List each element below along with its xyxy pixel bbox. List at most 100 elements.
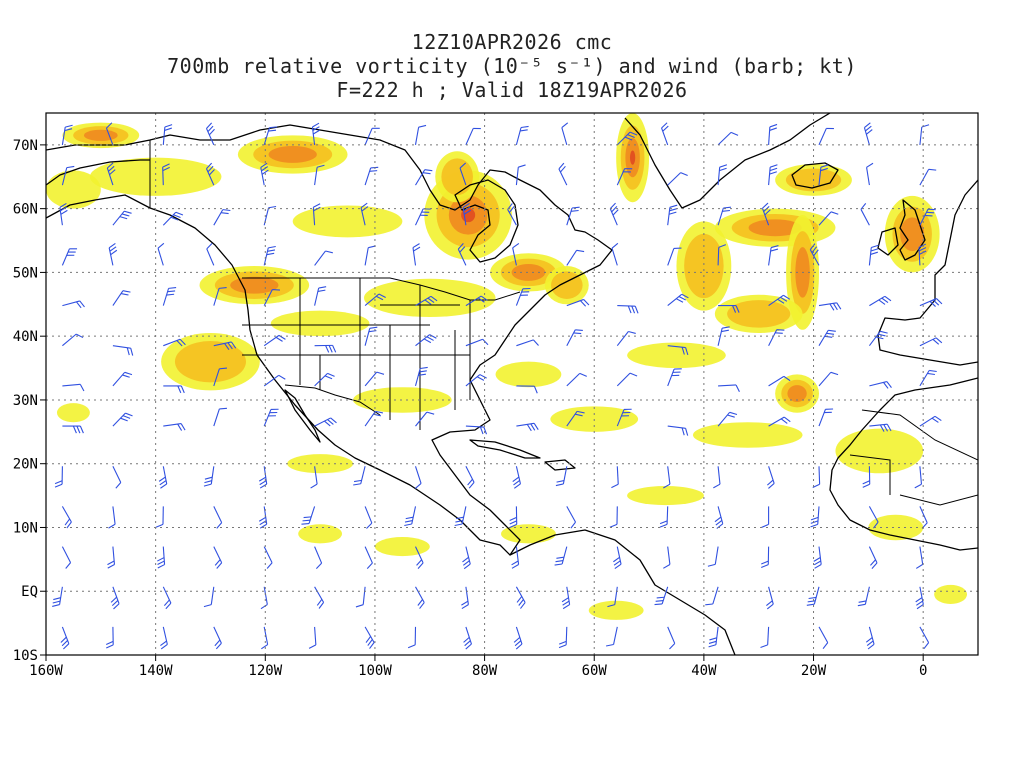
- africa-borders: [849, 409, 978, 506]
- wind-barb: [364, 506, 373, 529]
- wind-barb: [54, 466, 63, 488]
- wind-barb: [263, 289, 281, 306]
- wind-barb: [768, 164, 778, 186]
- wind-barb: [213, 209, 231, 226]
- wind-barb: [868, 244, 879, 266]
- lat-tick-label: 10S: [13, 648, 38, 664]
- wind-barb: [515, 287, 531, 306]
- lon-tick-label: 160W: [29, 663, 63, 679]
- coastlines: [46, 113, 978, 655]
- wind-barb: [263, 374, 286, 387]
- wind-barb: [515, 125, 529, 146]
- wind-barb: [760, 626, 770, 649]
- wind-barb: [708, 626, 719, 648]
- wind-barb: [667, 293, 689, 307]
- greenland-coast: [624, 113, 831, 209]
- wind-barb: [260, 586, 268, 610]
- wind-barb: [465, 295, 488, 307]
- vorticity-blob: [89, 157, 222, 196]
- wind-barb: [516, 339, 539, 347]
- wind-barb: [863, 122, 873, 146]
- wind-barb: [512, 242, 520, 266]
- wind-barb: [818, 371, 839, 387]
- wind-barb: [869, 381, 892, 389]
- wind-barb: [414, 466, 422, 489]
- wind-barb: [213, 546, 223, 569]
- title-line-2: 700mb relative vorticity (10⁻⁵ s⁻¹) and …: [167, 54, 857, 78]
- wind-barb: [865, 626, 875, 650]
- wind-barb: [516, 422, 539, 432]
- wind-barb: [616, 408, 632, 427]
- wind-barb: [203, 466, 215, 487]
- vorticity-blob: [627, 486, 704, 506]
- wind-barb: [107, 546, 116, 569]
- ireland-coast: [877, 227, 899, 256]
- wind-barb: [818, 127, 834, 146]
- wind-barb: [862, 466, 871, 488]
- wind-barb: [61, 546, 72, 569]
- wind-barb: [163, 385, 185, 394]
- wind-barb: [364, 127, 380, 146]
- wind-barb: [213, 287, 227, 306]
- wind-barb: [353, 466, 366, 486]
- wind-barb: [919, 337, 943, 347]
- wind-barb: [465, 127, 481, 146]
- wind-barb: [213, 626, 222, 650]
- wind-barb: [761, 506, 770, 528]
- wind-barb: [108, 506, 116, 529]
- wind-barb: [768, 416, 791, 427]
- cuba-coast: [469, 439, 541, 459]
- wind-barb: [607, 586, 618, 608]
- lat-tick-label: 20N: [13, 457, 38, 473]
- wind-barb: [714, 506, 724, 529]
- wind-barb: [314, 586, 325, 609]
- wind-barb: [162, 211, 184, 226]
- wind-barb: [919, 168, 937, 186]
- wind-barb: [314, 344, 337, 353]
- wind-barb: [112, 210, 132, 226]
- wind-barb: [717, 164, 728, 186]
- wind-barb: [661, 122, 669, 146]
- lon-tick-label: 60W: [582, 663, 608, 679]
- wind-barb: [566, 506, 577, 529]
- wind-barb: [869, 295, 892, 307]
- wind-barb: [457, 243, 467, 266]
- wind-barb: [558, 626, 568, 649]
- lat-tick-label: 70N: [13, 138, 38, 154]
- wind-barb: [364, 626, 375, 649]
- wind-barb: [463, 626, 472, 650]
- wind-barb: [158, 466, 168, 489]
- wind-barb: [108, 242, 118, 266]
- vorticity-blob: [237, 135, 348, 174]
- alaska-coast: [46, 159, 150, 186]
- wind-barb: [609, 506, 618, 528]
- wind-barb: [162, 124, 173, 145]
- wind-barb: [869, 423, 892, 432]
- wind-barb: [566, 329, 583, 346]
- wind-barb: [112, 290, 131, 306]
- lon-tick-label: 0: [919, 663, 927, 679]
- wind-barb: [768, 294, 791, 307]
- wind-barb: [213, 407, 227, 427]
- wind-barb: [62, 425, 84, 434]
- wind-barb: [465, 338, 489, 347]
- wind-barb: [717, 326, 730, 346]
- wind-barb: [404, 506, 417, 527]
- wind-barb: [919, 369, 937, 387]
- vorticity-blob: [714, 294, 803, 333]
- wind-barb: [454, 506, 467, 527]
- wind-barb: [205, 122, 215, 146]
- wind-barb: [261, 626, 269, 650]
- wind-barb: [868, 330, 888, 347]
- wind-barb: [866, 162, 874, 186]
- wind-barb: [919, 208, 936, 226]
- wind-barb: [509, 506, 518, 529]
- wind-barb: [513, 626, 523, 650]
- wind-barb: [818, 302, 842, 311]
- wind-barb: [667, 626, 676, 650]
- wind-barb: [611, 466, 619, 489]
- wind-barb: [554, 546, 568, 566]
- title-line-1: 12Z10APR2026 cmc: [411, 30, 613, 54]
- wind-barb: [157, 546, 166, 569]
- wind-barb: [718, 384, 740, 393]
